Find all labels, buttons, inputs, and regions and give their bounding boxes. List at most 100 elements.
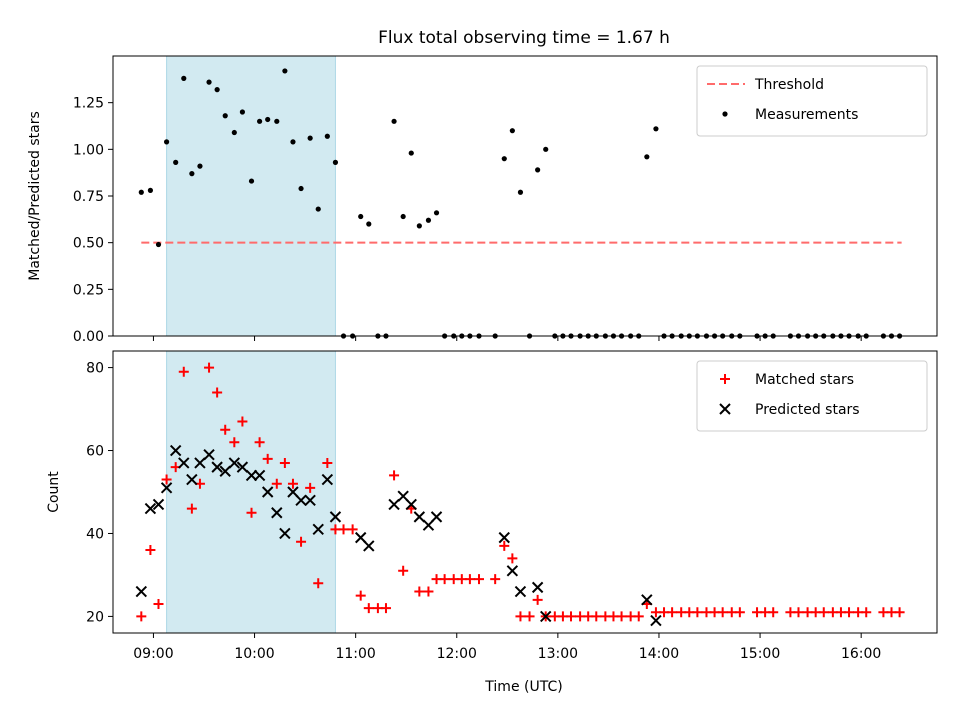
measurement-point [181, 75, 187, 81]
matched-star-point [271, 478, 282, 489]
measurement-point [274, 118, 280, 124]
measurement-point [535, 167, 541, 173]
bottom-x-tick-label: 10:00 [234, 646, 274, 662]
matched-star-point [212, 387, 223, 398]
top-legend-label: Measurements [755, 107, 858, 123]
top-y-axis-label: Matched/Predicted stars [27, 111, 43, 281]
measurement-point [189, 171, 195, 177]
legend-matched-swatch [720, 374, 730, 384]
predicted-star-point [271, 507, 283, 519]
matched-star-point [186, 503, 197, 514]
predicted-star-point [144, 502, 157, 515]
matched-star-point [616, 611, 627, 622]
matched-star-point [398, 565, 409, 576]
predicted-star-point [413, 511, 426, 523]
predicted-star-point [312, 523, 324, 536]
bot-y-tick-label: 60 [86, 444, 104, 460]
bot-series-predicted-stars [135, 444, 662, 627]
measurement-point [248, 178, 255, 184]
predicted-star-point [194, 457, 206, 469]
matched-star-point [229, 437, 240, 448]
top-series-measurements [138, 68, 903, 339]
matched-star-point [296, 536, 307, 547]
measurement-point [138, 189, 144, 195]
matched-star-point [633, 611, 644, 622]
bottom-x-axis-label: Time (UTC) [484, 679, 562, 695]
bottom-axes-frame [112, 350, 938, 634]
measurement-point [173, 159, 179, 165]
measurement-point [501, 156, 507, 162]
bottom-shaded-interval [166, 350, 336, 634]
matched-star-point [692, 607, 703, 618]
matched-star-point [355, 590, 366, 601]
measurement-point [517, 189, 524, 195]
predicted-star-point [430, 511, 443, 523]
matched-star-point [507, 553, 518, 564]
matched-star-point [532, 594, 543, 605]
measurement-point [366, 221, 372, 227]
predicted-star-point [228, 457, 241, 469]
matched-star-point [414, 586, 425, 597]
top-y-tick-label: 1.00 [73, 142, 104, 158]
predicted-star-point [295, 494, 307, 507]
matched-star-point [464, 574, 475, 585]
measurement-point [408, 150, 414, 156]
predicted-star-point [186, 473, 198, 486]
matched-star-point [363, 603, 374, 614]
matched-star-point [524, 611, 535, 622]
matched-star-point [153, 598, 164, 609]
predicted-star-point [304, 494, 316, 507]
measurement-point [509, 128, 515, 134]
matched-star-point [338, 524, 349, 535]
measurement-point [282, 68, 288, 74]
bot-legend-box [696, 360, 928, 432]
measurement-point [324, 133, 330, 139]
measurement-point [400, 213, 406, 220]
bottom-x-tick-label: 16:00 [841, 646, 881, 662]
predicted-star-point [253, 469, 266, 482]
top-shaded-interval [166, 55, 336, 337]
measurement-point [332, 159, 339, 165]
predicted-star-point [236, 461, 249, 473]
matched-star-point [313, 578, 324, 589]
matched-star-point [262, 453, 273, 464]
bottom-y-axis: 20 40 60 80 [86, 361, 113, 625]
matched-star-point [220, 424, 231, 435]
matched-star-point [246, 507, 257, 518]
matched-star-point [305, 482, 316, 493]
measurement-point [433, 210, 440, 216]
measurement-point [239, 109, 246, 115]
predicted-star-point [514, 585, 527, 598]
measurement-point [197, 163, 203, 169]
bottom-x-tick-label: 12:00 [437, 646, 477, 662]
top-panel: 0.00 0.25 0.50 0.75 1.00 1.25 Flux total obse… [27, 28, 938, 345]
measurement-point [290, 139, 296, 145]
measurement-point [163, 139, 170, 145]
top-y-tick-label: 0.00 [73, 329, 104, 345]
matched-star-point [515, 611, 526, 622]
matched-star-point [347, 524, 358, 535]
matched-star-point [566, 611, 577, 622]
measurement-point [257, 118, 263, 124]
measurement-point [653, 126, 659, 132]
top-marks [138, 68, 903, 339]
matched-star-point [161, 474, 172, 485]
measurement-point [155, 241, 162, 248]
top-legend-label: Threshold [754, 77, 824, 93]
matched-star-point [254, 437, 265, 448]
matched-star-point [287, 478, 298, 489]
bottom-legend: Matched stars Predicted stars [696, 360, 928, 432]
matched-star-point [591, 611, 602, 622]
predicted-star-point [261, 486, 274, 498]
matched-star-point [861, 607, 872, 618]
bot-y-tick-label: 80 [86, 361, 104, 377]
predicted-star-point [650, 614, 662, 627]
predicted-star-point [135, 585, 148, 598]
matched-star-point [667, 607, 678, 618]
predicted-star-point [498, 531, 510, 544]
measurement-point [214, 87, 220, 93]
matched-star-point [717, 607, 728, 618]
predicted-star-point [160, 482, 173, 494]
measurement-point [231, 129, 237, 136]
